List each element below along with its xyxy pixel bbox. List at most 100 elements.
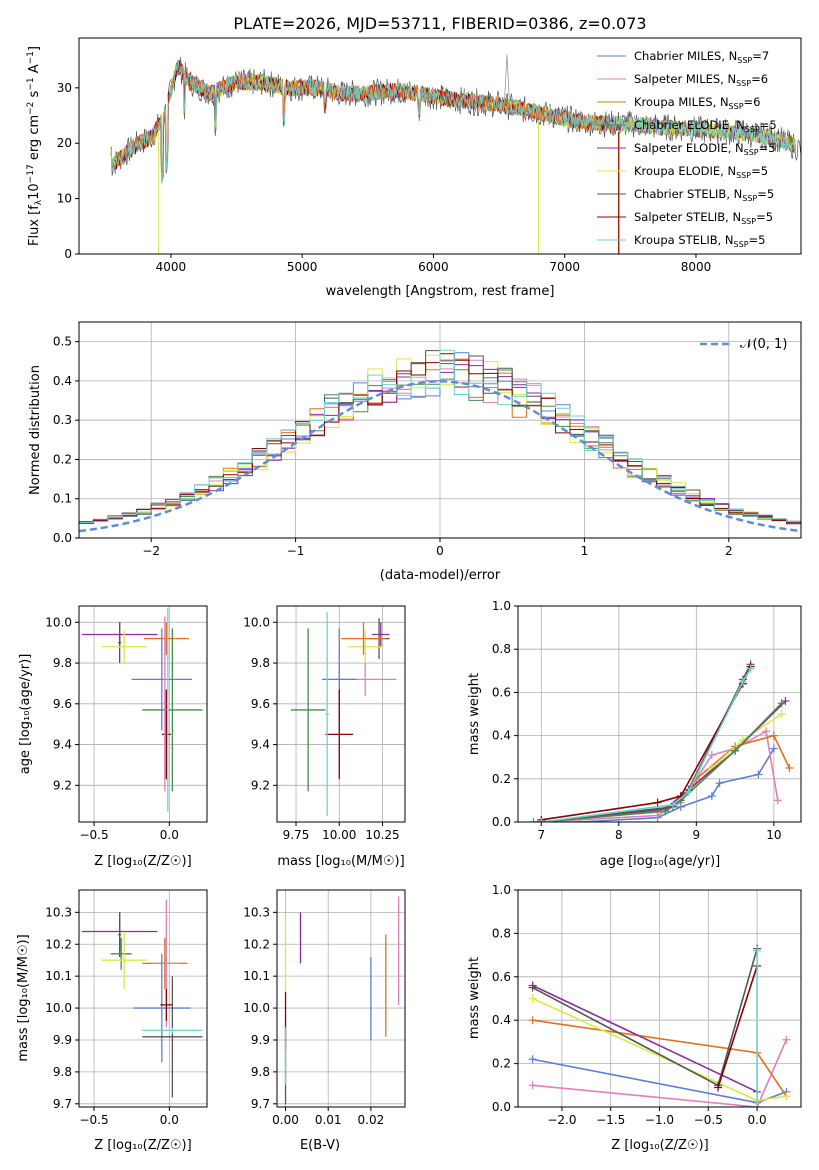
y-tick-label: 0.2 (492, 772, 511, 786)
series-marker (715, 779, 724, 788)
figure-title: PLATE=2026, MJD=53711, FIBERID=0386, z=0… (233, 14, 646, 33)
mass-vs-Z-xlabel: Z [log₁₀(Z/Z☉)] (94, 1138, 191, 1153)
mass-weight-age-panel: 7 8 9 10 0.0 0.2 0.4 0.6 0.8 1.0 (492, 599, 802, 842)
legend-entry: Chabrier STELIB, NSSP=5 (634, 187, 774, 203)
x-tick-label: −1 (287, 544, 305, 558)
series-marker (537, 818, 546, 822)
y-tick-label: 9.7 (53, 1097, 72, 1111)
y-tick-label: 9.8 (251, 656, 270, 670)
mass-vs-Z-ylabel: mass [log₁₀(M/M☉)] (16, 934, 31, 1061)
x-tick-label: 0 (436, 544, 444, 558)
y-tick-label: 10.2 (45, 937, 72, 951)
residuals-xlabel: (data-model)/error (380, 568, 501, 583)
y-tick-label: 9.7 (251, 1097, 270, 1111)
x-tick-label: 10 (766, 828, 781, 842)
y-tick-label: 9.6 (53, 697, 72, 711)
series-line (541, 666, 752, 821)
series-marker (528, 994, 537, 1003)
series-marker (529, 818, 538, 822)
residuals-ylabel: Normed distribution (28, 365, 43, 495)
series-line (532, 984, 758, 1093)
series-marker (777, 710, 786, 718)
legend-entry: Salpeter STELIB, NSSP=5 (634, 210, 773, 226)
plot-area (82, 608, 203, 812)
y-tick-label: 0.3 (53, 413, 72, 427)
series-marker (769, 744, 778, 753)
axes-frame (276, 605, 406, 823)
y-tick-label: 10.1 (243, 969, 270, 983)
plot-area (290, 612, 397, 816)
x-tick-label: 10.00 (322, 828, 356, 842)
x-tick-label: −2 (142, 544, 160, 558)
x-tick-label: −1.0 (645, 1113, 674, 1127)
x-tick-label: 5000 (287, 260, 318, 274)
y-tick-label: 0.6 (492, 970, 511, 984)
y-tick-label: 0.5 (53, 335, 72, 349)
y-tick-label: 0.4 (492, 729, 511, 743)
x-tick-label: 4000 (156, 260, 187, 274)
plot-area (79, 349, 801, 533)
axes-frame (78, 605, 208, 823)
y-tick-label: 9.9 (53, 1033, 72, 1047)
axes-frame (276, 889, 406, 1108)
series-line (541, 663, 752, 822)
series-line (541, 702, 783, 822)
series-marker (528, 1055, 537, 1064)
y-tick-label: 0.8 (492, 642, 511, 656)
y-tick-label: 0.2 (53, 452, 72, 466)
axes-frame (78, 889, 208, 1108)
residuals-panel: −2 −1 0 1 2 0.0 0.1 0.2 0.3 0.4 0.5 (53, 321, 802, 558)
series-marker (528, 983, 537, 992)
legend-entry: Chabrier ELODIE, NSSP=5 (634, 118, 777, 134)
normal-legend-label: 𝒩(0, 1) (740, 337, 787, 352)
y-tick-label: 10.0 (243, 1001, 270, 1015)
legend-entry: Kroupa MILES, NSSP=6 (634, 95, 760, 111)
x-tick-label: 7000 (549, 260, 580, 274)
y-tick-label: 9.9 (251, 1033, 270, 1047)
series-marker (731, 746, 740, 755)
y-tick-label: 1.0 (492, 599, 511, 613)
legend-entry: Salpeter ELODIE, NSSP=5 (634, 141, 776, 157)
x-tick-label: 2 (725, 544, 733, 558)
y-tick-label: 0.2 (492, 1057, 511, 1071)
series-line (541, 700, 787, 822)
x-tick-label: 1 (581, 544, 589, 558)
spectrum-line (110, 59, 797, 185)
spectrum-xlabel: wavelength [Angstrom, rest frame] (326, 284, 555, 299)
plot-area (284, 896, 400, 1104)
y-tick-label: 0.1 (53, 492, 72, 506)
series-marker (714, 1083, 723, 1092)
series-marker (746, 664, 755, 673)
x-tick-label: 7 (537, 828, 545, 842)
y-tick-label: 10.3 (45, 905, 72, 919)
y-tick-label: 10.1 (45, 969, 72, 983)
y-tick-label: 10 (57, 192, 72, 206)
normal-curve (79, 380, 801, 533)
spectrum-ylabel: Flux [fλ10−17 erg cm−2 s−1 A−1] (26, 46, 44, 246)
y-tick-label: 0.4 (492, 1013, 511, 1027)
x-tick-label: 0.0 (160, 828, 179, 842)
x-tick-label: 9.75 (283, 828, 310, 842)
series-line (717, 965, 758, 1088)
y-tick-label: 9.8 (53, 656, 72, 670)
x-tick-label: 6000 (418, 260, 449, 274)
series-marker (707, 792, 716, 801)
age-vs-Z-panel: −0.5 0.0 9.2 9.4 9.6 9.8 10.0 (45, 605, 208, 842)
plot-area (529, 660, 794, 822)
y-tick-label: 0 (64, 247, 72, 261)
series-marker (528, 1016, 537, 1025)
series-marker (782, 1092, 791, 1101)
y-tick-label: 10.0 (45, 615, 72, 629)
y-tick-label: 20 (57, 136, 72, 150)
y-tick-label: 0.4 (53, 374, 72, 388)
x-tick-label: −0.5 (79, 1113, 108, 1127)
series-line (532, 948, 758, 1087)
series-marker (653, 798, 662, 807)
age-vs-Z-xlabel: Z [log₁₀(Z/Z☉)] (94, 854, 191, 869)
mass-weight-Z-xlabel: Z [log₁₀(Z/Z☉)] (611, 1138, 708, 1153)
y-tick-label: 10.0 (45, 1001, 72, 1015)
mass-vs-Z-panel: −0.5 0.0 9.7 9.8 9.9 10.0 10.1 10.2 10.3 (45, 889, 208, 1127)
age-vs-Z-ylabel: age [log₁₀(age/yr)] (18, 654, 33, 775)
series-line (541, 668, 752, 822)
plot-area (110, 54, 801, 254)
